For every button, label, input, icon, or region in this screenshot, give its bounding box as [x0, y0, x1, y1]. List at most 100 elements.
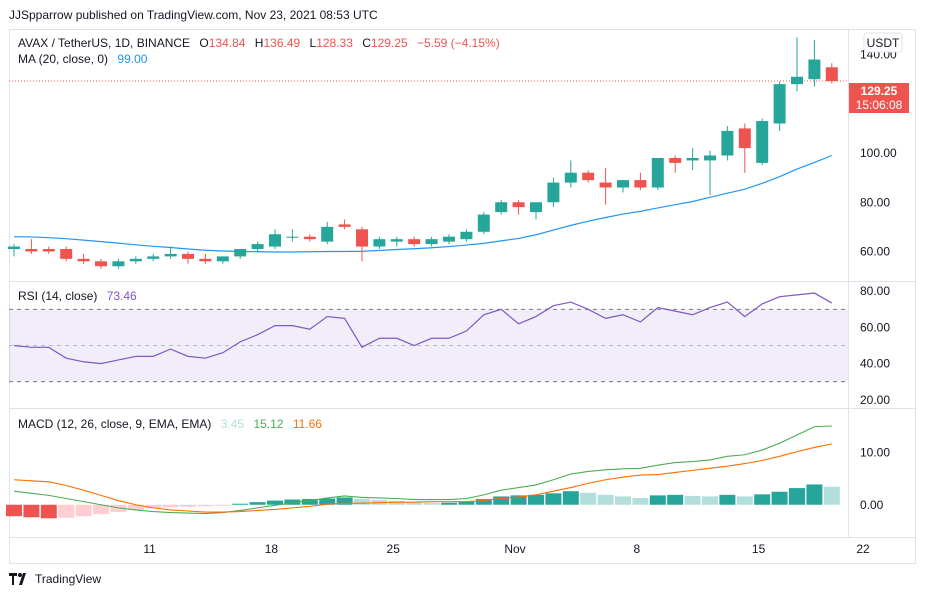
- candle-body: [25, 249, 38, 252]
- rsi-label: RSI (14, close): [18, 289, 97, 303]
- macd-histogram-bar: [180, 504, 196, 507]
- macd-histogram-bar: [528, 494, 544, 505]
- high-label: H: [255, 36, 264, 50]
- brand-label: TradingView: [35, 572, 102, 586]
- low-label: L: [310, 36, 317, 50]
- legend-row: AVAX / TetherUS, 1D, BINANCE O134.84 H13…: [18, 36, 500, 50]
- candle-body: [147, 256, 160, 259]
- candle-body: [495, 202, 508, 213]
- rsi-value: 73.46: [107, 289, 137, 303]
- macd-histogram-bar: [823, 486, 840, 505]
- macd-histogram-bar: [406, 502, 423, 505]
- macd-histogram-bar: [214, 504, 231, 506]
- price-axis-tick: 60.00: [860, 244, 890, 258]
- open-label: O: [199, 36, 208, 50]
- macd-histogram-bar: [23, 504, 40, 518]
- price-axis-tick: 80.00: [860, 195, 890, 209]
- candle-body: [686, 157, 699, 161]
- currency-button[interactable]: USDT: [863, 32, 903, 53]
- candle-body: [390, 239, 403, 242]
- macd-histogram-bar: [249, 502, 266, 505]
- macd-histogram-bar: [127, 504, 144, 510]
- candle-body: [477, 214, 490, 232]
- macd-histogram-bar: [354, 499, 370, 505]
- candle-body: [42, 249, 55, 252]
- candle-body: [617, 180, 629, 188]
- candle-body: [251, 244, 264, 250]
- candle-body: [182, 253, 194, 259]
- candle-body: [286, 236, 299, 238]
- candle-body: [373, 239, 386, 247]
- rsi-axis-tick: 80.00: [860, 284, 890, 298]
- macd-histogram-bar: [232, 503, 249, 505]
- ma-value: 99.00: [117, 52, 147, 66]
- candle-body: [129, 258, 142, 262]
- candle-body: [303, 236, 316, 240]
- candle-body: [634, 180, 647, 188]
- candle-body: [443, 236, 455, 242]
- high-value: 136.49: [263, 36, 300, 50]
- macd-histogram-bar: [545, 493, 562, 505]
- candle-body: [60, 249, 73, 259]
- macd-histogram-bar: [493, 496, 510, 505]
- macd-histogram-bar: [6, 504, 22, 517]
- time-axis-tick: 8: [633, 542, 640, 556]
- candle-body: [216, 256, 229, 262]
- rsi-line: [13, 292, 833, 365]
- time-axis-tick: 22: [856, 542, 870, 556]
- close-label: C: [362, 36, 371, 50]
- macd-histogram-bar: [580, 492, 597, 505]
- candle-body: [773, 84, 786, 124]
- candle-body: [721, 130, 734, 156]
- candle-body: [564, 172, 577, 183]
- last-price-tag: 129.25 15:06:08: [849, 83, 909, 113]
- time-axis-tick: 11: [143, 542, 156, 556]
- macd-histogram-bar: [162, 504, 179, 508]
- macd-line-value: 15.12: [253, 417, 283, 431]
- macd-histogram-bar: [719, 494, 736, 505]
- macd-signal-value: 11.66: [293, 417, 322, 431]
- ma-line: [13, 154, 833, 253]
- macd-histogram-bar: [458, 501, 475, 505]
- publisher-line: JJSpparrow published on TradingView.com,…: [9, 8, 378, 22]
- signal-line: [13, 443, 832, 513]
- change-value: −5.59 (−4.15%): [417, 36, 500, 50]
- candle-body: [77, 258, 90, 262]
- ma-label: MA (20, close, 0): [18, 52, 108, 66]
- macd-histogram-bar: [267, 500, 283, 505]
- candle-body: [512, 202, 525, 208]
- candle-body: [460, 231, 473, 240]
- candle-body: [825, 67, 838, 82]
- time-axis-tick: 25: [387, 542, 401, 556]
- candle-body: [112, 261, 125, 267]
- candle-body: [356, 229, 368, 247]
- macd-histogram-bar: [423, 502, 440, 505]
- candle-body: [651, 157, 664, 188]
- candle-body: [164, 253, 177, 257]
- candle-body: [530, 202, 542, 213]
- macd-histogram-bar: [301, 499, 318, 505]
- symbol-label: AVAX / TetherUS, 1D, BINANCE: [18, 36, 190, 50]
- macd-label: MACD (12, 26, close, 9, EMA, EMA): [18, 417, 211, 431]
- candle-body: [738, 128, 751, 149]
- candle-body: [321, 226, 334, 242]
- currency-button-label: USDT: [867, 36, 900, 50]
- macd-histogram-bar: [441, 502, 457, 505]
- macd-histogram-bar: [197, 504, 214, 507]
- tradingview-brand[interactable]: TradingView: [9, 572, 101, 586]
- macd-histogram-bar: [58, 504, 75, 518]
- rsi-axis-tick: 60.00: [860, 320, 890, 334]
- macd-histogram-bar: [649, 495, 666, 505]
- ma-legend: MA (20, close, 0) 99.00: [18, 52, 148, 66]
- candle-body: [791, 76, 803, 85]
- macd-histogram-bar: [754, 494, 771, 505]
- macd-histogram-bar: [145, 504, 162, 509]
- open-value: 134.84: [209, 36, 246, 50]
- macd-line: [13, 425, 832, 515]
- macd-histogram-bar: [336, 497, 353, 505]
- macd-histogram-bar: [736, 496, 753, 505]
- candle-body: [756, 121, 769, 163]
- macd-histogram-bar: [93, 504, 109, 515]
- candle-body: [95, 261, 107, 267]
